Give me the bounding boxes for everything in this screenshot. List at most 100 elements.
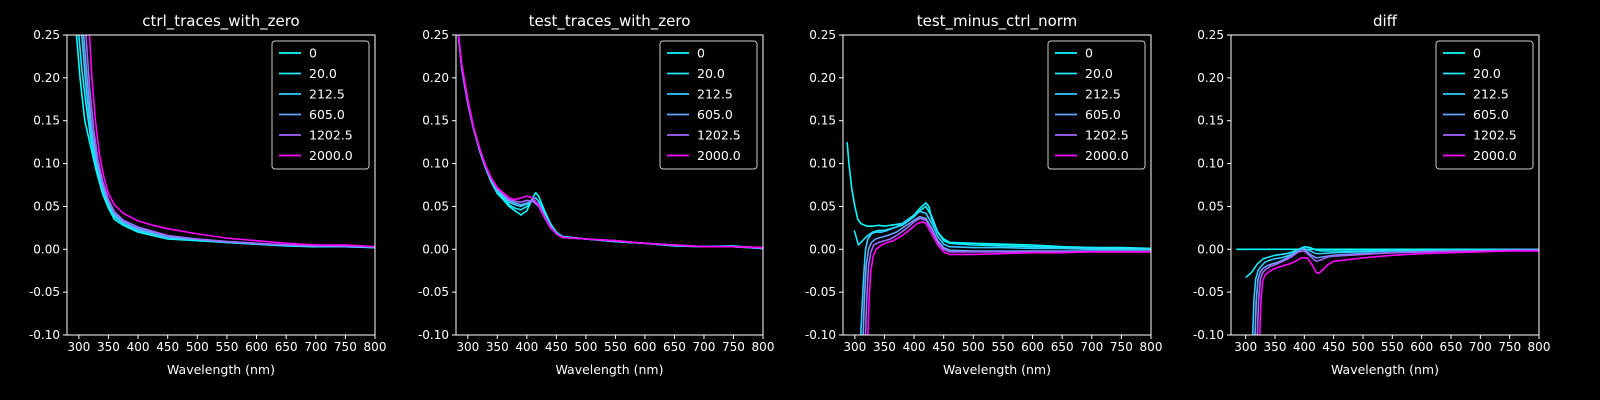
legend-label: 605.0 [1085,107,1121,122]
x-tick-label: 450 [545,340,568,354]
x-tick-label: 550 [991,340,1014,354]
x-tick-label: 550 [215,340,238,354]
x-tick-label: 750 [722,340,745,354]
series-line-212.5 [859,210,1151,335]
x-axis-label: Wavelength (nm) [167,362,275,377]
axes-frame [66,34,376,336]
y-tick-label: -0.10 [805,328,836,342]
x-tick-label: 750 [1498,340,1521,354]
chart-panel-3: test_minus_ctrl_norm 300 350 400 450 500 550 60… [805,12,1163,377]
x-axis-label: Wavelength (nm) [943,362,1051,377]
legend-label: 2000.0 [1473,148,1517,163]
series-group [75,35,375,249]
legend-label: 212.5 [1085,87,1121,102]
series-line-2000.0 [88,35,375,248]
y-tick-label: 0.20 [1197,71,1224,85]
x-tick-label: 450 [156,340,179,354]
chart-title: test_traces_with_zero [529,12,691,31]
legend: 0 20.0 212.5 605.0 1202.5 2000.0 [1435,40,1534,170]
x-tick-label: 400 [903,340,926,354]
legend-label: 1202.5 [1085,128,1129,143]
series-group [1236,245,1539,335]
y-tick-label: 0.00 [1197,242,1224,256]
series-line-0 [846,142,1151,250]
chart-title: ctrl_traces_with_zero [142,12,299,31]
x-tick-label: 650 [1051,340,1074,354]
x-tick-label: 500 [574,340,597,354]
y-tick-label: 0.00 [33,242,60,256]
chart-title: test_minus_ctrl_norm [917,12,1078,31]
chart-panel-1: ctrl_traces_with_zero 300 350 400 450 500 550 6… [29,12,387,377]
y-tick-label: 0.00 [809,242,836,256]
legend-label: 2000.0 [1085,148,1129,163]
x-tick-label: 300 [1234,340,1257,354]
x-tick-label: 700 [693,340,716,354]
y-tick-label: -0.05 [1193,285,1224,299]
x-tick-label: 800 [364,340,387,354]
y-tick-label: -0.10 [29,328,60,342]
y-tick-label: 0.15 [1197,114,1224,128]
x-tick-label: 350 [1264,340,1287,354]
y-tick-label: 0.20 [422,71,449,85]
x-tick-label: 800 [752,340,775,354]
legend-label: 605.0 [1473,107,1509,122]
x-tick-label: 800 [1140,340,1163,354]
y-tick-label: 0.25 [422,28,449,42]
x-tick-label: 650 [275,340,298,354]
y-tick-label: 0.10 [33,157,60,171]
chart-title: diff [1373,12,1398,30]
series-group [457,35,763,250]
legend-label: 605.0 [697,107,733,122]
axes-frame [1230,34,1540,336]
series-line-1202.5 [1256,249,1539,335]
y-tick-label: 0.10 [422,157,449,171]
chart-panel-2: test_traces_with_zero 300 350 400 450 500 550 6… [418,12,775,377]
legend-label: 1202.5 [1473,128,1517,143]
x-tick-label: 650 [1440,340,1463,354]
x-tick-label: 600 [633,340,656,354]
legend-label: 0 [1473,46,1481,61]
legend-label: 0 [1085,46,1093,61]
x-tick-label: 600 [245,340,268,354]
y-tick-label: 0.15 [809,114,836,128]
y-tick-label: -0.05 [805,285,836,299]
x-tick-label: 750 [1110,340,1133,354]
y-tick-label: -0.05 [418,285,449,299]
x-tick-label: 550 [1381,340,1404,354]
x-tick-label: 300 [843,340,866,354]
x-tick-label: 300 [67,340,90,354]
series-group [846,142,1151,335]
legend-label: 2000.0 [309,148,353,163]
legend-label: 605.0 [309,107,345,122]
legend-label: 2000.0 [697,148,741,163]
x-axis-label: Wavelength (nm) [1331,362,1439,377]
y-tick-label: -0.10 [1193,328,1224,342]
series-line-605.0 [862,215,1151,335]
legend-label: 212.5 [1473,87,1509,102]
x-tick-label: 300 [456,340,479,354]
x-tick-label: 400 [1293,340,1316,354]
y-tick-label: 0.00 [422,242,449,256]
legend-label: 212.5 [697,87,733,102]
legend: 0 20.0 212.5 605.0 1202.5 2000.0 [1047,40,1146,170]
x-tick-label: 450 [932,340,955,354]
legend-label: 20.0 [697,66,725,81]
series-line-2000.0 [457,35,763,249]
x-tick-label: 500 [186,340,209,354]
y-tick-label: 0.05 [33,199,60,213]
axes-frame [455,34,764,336]
chart-panel-4: diff 300 350 400 450 500 550 600 650 700 750 800 -0.… [1193,12,1551,377]
x-tick-label: 500 [1352,340,1375,354]
series-line-1202.5 [864,217,1151,335]
legend: 0 20.0 212.5 605.0 1202.5 2000.0 [271,40,370,170]
legend-label: 0 [697,46,705,61]
y-tick-label: 0.20 [33,71,60,85]
legend-label: 1202.5 [309,128,353,143]
x-tick-label: 700 [1080,340,1103,354]
legend-label: 20.0 [309,66,337,81]
series-line-20.0 [853,205,1151,250]
x-tick-label: 800 [1528,340,1551,354]
legend-label: 20.0 [1085,66,1113,81]
y-tick-label: -0.10 [418,328,449,342]
